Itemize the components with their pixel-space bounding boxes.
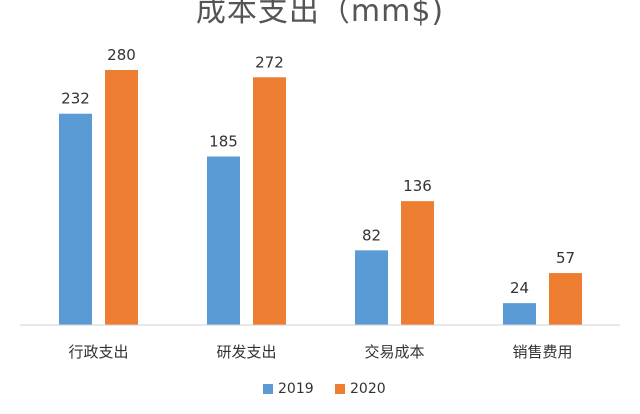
data-label-2019-2: 185 [209, 133, 238, 151]
category-label-1: 行政支出 [68, 343, 128, 361]
legend-swatch-2019 [263, 384, 273, 394]
legend-label-2020: 2020 [350, 381, 386, 397]
bar-2020-4 [549, 273, 582, 325]
data-label-2020-2: 272 [255, 53, 284, 71]
bar-2019-1 [59, 113, 92, 325]
category-label-4: 销售费用 [512, 343, 572, 361]
data-label-2019-1: 232 [61, 90, 90, 108]
bar-2019-2 [207, 156, 240, 325]
bar-2020-1 [105, 70, 138, 325]
category-label-2: 研发支出 [216, 343, 276, 361]
bar-2019-3 [355, 250, 388, 325]
chart-title: 成本支出（mm$) [195, 0, 445, 29]
legend-label-2019: 2019 [278, 381, 314, 397]
legend-swatch-2020 [335, 384, 345, 394]
bar-2020-3 [401, 201, 434, 325]
data-label-2019-3: 82 [362, 226, 381, 244]
data-label-2019-4: 24 [510, 279, 529, 297]
bar-2020-2 [253, 77, 286, 326]
bar-2019-4 [503, 303, 536, 325]
data-label-2020-3: 136 [403, 177, 432, 195]
data-label-2020-4: 57 [556, 249, 575, 267]
data-label-2020-1: 280 [107, 46, 136, 64]
category-label-3: 交易成本 [364, 343, 424, 361]
